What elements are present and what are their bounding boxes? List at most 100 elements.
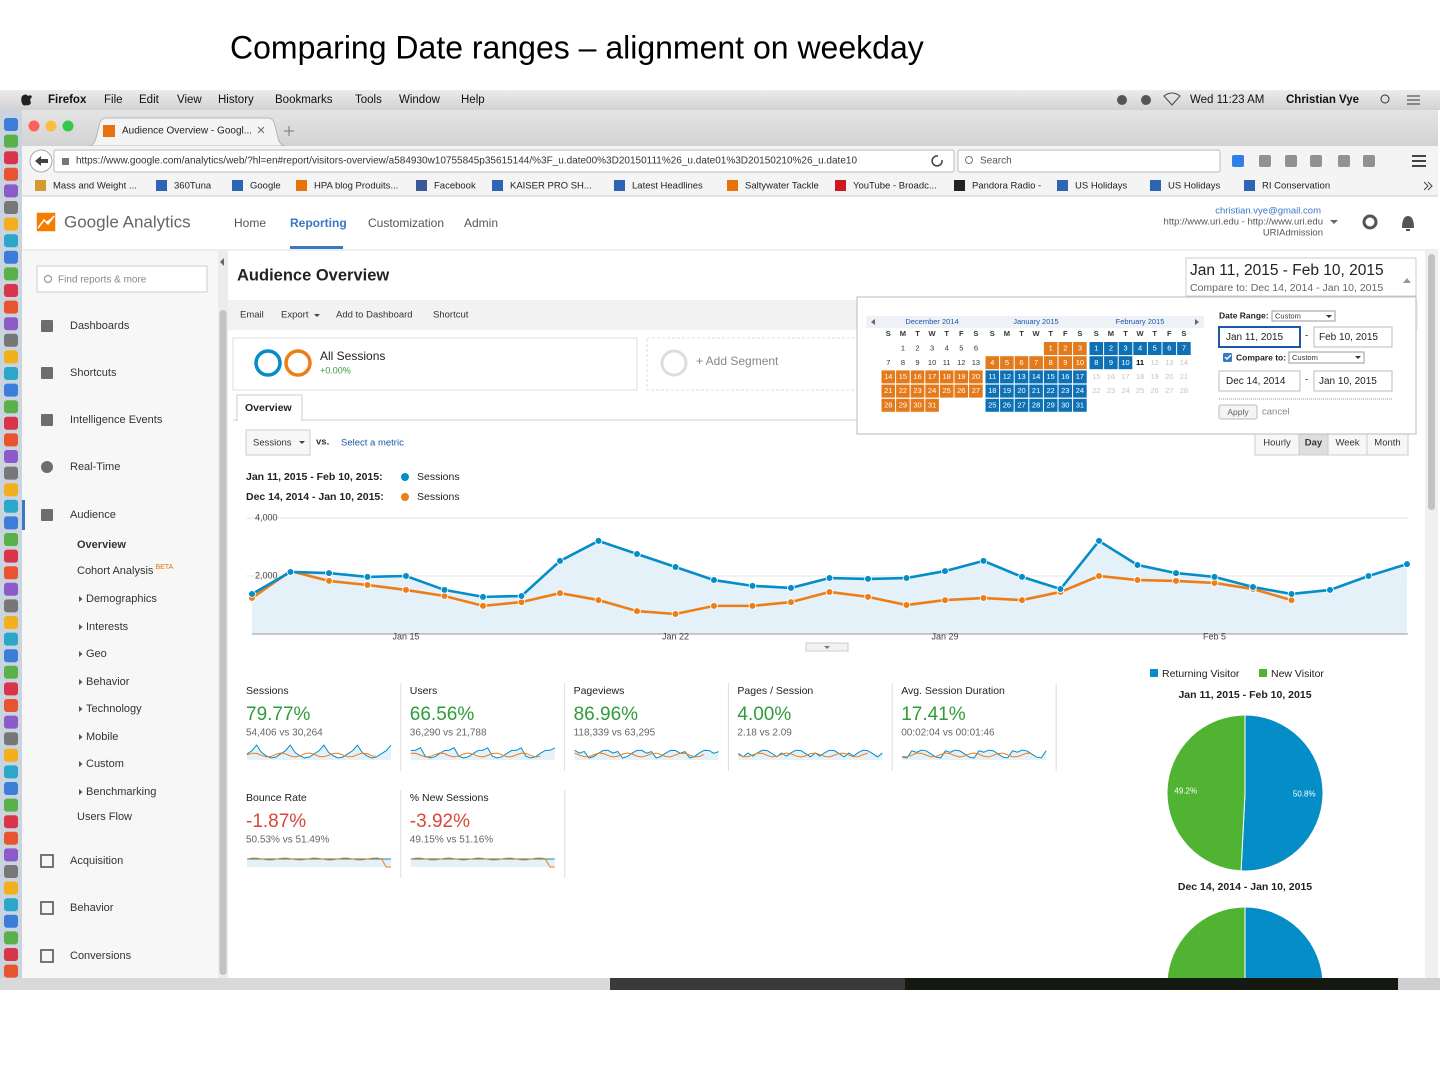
calendar-day[interactable]: 4 xyxy=(945,344,949,353)
dock-icon[interactable] xyxy=(4,549,18,563)
calendar-day-cell[interactable] xyxy=(1177,342,1191,355)
bookmark[interactable]: RI Conservation xyxy=(1262,181,1330,192)
dock-icon[interactable] xyxy=(4,798,18,812)
calendar-day-cell[interactable] xyxy=(939,384,954,398)
sidebar-subitem[interactable]: Users Flow xyxy=(77,811,132,823)
menu-item[interactable]: History xyxy=(218,94,254,106)
menu-item[interactable]: Help xyxy=(461,94,485,106)
dock-icon[interactable] xyxy=(4,682,18,696)
menu-item[interactable]: File xyxy=(104,94,123,106)
calendar-day-cell[interactable] xyxy=(1058,384,1073,398)
compare-start-input[interactable] xyxy=(1218,370,1301,392)
sidebar-subitem[interactable]: Behavior xyxy=(86,676,130,688)
data-point[interactable] xyxy=(787,584,795,592)
calendar-day-cell[interactable] xyxy=(925,398,939,412)
calendar-day[interactable]: 30 xyxy=(913,400,921,409)
bookmark[interactable]: Pandora Radio - xyxy=(972,181,1041,192)
select-metric[interactable]: Select a metric xyxy=(341,438,404,449)
calendar-day-cell[interactable] xyxy=(1073,342,1087,355)
compare-mode[interactable]: Custom xyxy=(1292,353,1318,362)
calendar-day[interactable]: 24 xyxy=(1076,386,1084,395)
toolbar-icon[interactable] xyxy=(1285,155,1297,167)
data-point[interactable] xyxy=(517,592,526,600)
dock-icon[interactable] xyxy=(4,665,18,679)
calendar-day[interactable]: 31 xyxy=(928,400,936,409)
data-point[interactable] xyxy=(1095,537,1103,545)
search-box[interactable] xyxy=(957,149,1221,173)
search-placeholder[interactable]: Search xyxy=(980,156,1012,167)
calendar-day[interactable]: 25 xyxy=(943,386,951,395)
bookmark[interactable]: KAISER PRO SH... xyxy=(510,181,592,192)
compare-start-date[interactable]: Dec 14, 2014 xyxy=(1226,376,1286,387)
calendar-day[interactable]: 15 xyxy=(1092,372,1100,381)
calendar-day[interactable]: 22 xyxy=(1092,386,1100,395)
dock-icon[interactable] xyxy=(4,383,18,397)
dock-icon[interactable] xyxy=(4,284,18,297)
calendar-day[interactable]: 28 xyxy=(1180,386,1188,395)
calendar-day[interactable]: 5 xyxy=(959,344,963,353)
calendar-day-cell[interactable] xyxy=(1162,342,1177,355)
account-email[interactable]: christian.vye@gmail.com xyxy=(1215,206,1321,217)
data-point[interactable] xyxy=(1018,596,1026,604)
data-point[interactable] xyxy=(825,588,834,596)
data-point[interactable] xyxy=(402,586,410,594)
calendar-day[interactable]: 12 xyxy=(957,358,965,367)
calendar-day[interactable]: 14 xyxy=(1180,358,1188,367)
data-point[interactable] xyxy=(1172,577,1180,585)
calendar-day[interactable]: 17 xyxy=(1076,372,1084,381)
sidebar-item[interactable]: Behavior xyxy=(70,902,114,914)
sidebar-subitem[interactable]: Overview xyxy=(77,539,126,551)
url[interactable]: https://www.google.com/analytics/web/?hl… xyxy=(76,156,857,167)
calendar-day-cell[interactable] xyxy=(910,370,925,384)
calendar-day[interactable]: 24 xyxy=(928,386,936,395)
calendar-day-cell[interactable] xyxy=(1014,356,1029,370)
window-button[interactable] xyxy=(62,120,74,132)
calendar-day[interactable]: 20 xyxy=(972,372,980,381)
calendar-day[interactable]: 30 xyxy=(1061,400,1069,409)
calendar-day[interactable]: 6 xyxy=(974,344,978,353)
dock-icon[interactable] xyxy=(4,865,18,878)
dock-icon[interactable] xyxy=(4,848,18,862)
range-mode[interactable]: Custom xyxy=(1275,311,1301,320)
dock-icon[interactable] xyxy=(4,533,18,546)
calendar-day[interactable]: 13 xyxy=(1165,358,1173,367)
calendar-day-cell[interactable] xyxy=(1043,370,1058,384)
calendar-day[interactable]: 12 xyxy=(1151,358,1159,367)
calendar-day[interactable]: 6 xyxy=(1019,358,1023,367)
data-point[interactable] xyxy=(325,577,333,585)
data-point[interactable] xyxy=(594,596,603,604)
dock-icon[interactable] xyxy=(4,450,18,463)
calendar-day-cell[interactable] xyxy=(881,398,896,412)
dock-icon[interactable] xyxy=(4,317,18,331)
calendar-day-cell[interactable] xyxy=(925,370,939,384)
sidebar-subitem[interactable]: Interests xyxy=(86,621,129,633)
calendar-day[interactable]: 27 xyxy=(1165,386,1173,395)
calendar-day[interactable]: 18 xyxy=(988,386,996,395)
sidebar-item[interactable]: Dashboards xyxy=(70,320,130,332)
toolbar-icon[interactable] xyxy=(1310,155,1322,167)
metric-select[interactable] xyxy=(245,429,311,456)
calendar-day[interactable]: 8 xyxy=(1049,358,1053,367)
calendar-day-cell[interactable] xyxy=(1104,356,1118,370)
menu-item[interactable]: Window xyxy=(399,94,441,106)
data-point[interactable] xyxy=(1095,572,1103,580)
compare-checkbox[interactable] xyxy=(1223,353,1232,362)
dock-icon[interactable] xyxy=(4,931,18,945)
calendar-day-cell[interactable] xyxy=(985,370,1000,384)
calendar-day-cell[interactable] xyxy=(1073,356,1087,370)
date-range-box[interactable] xyxy=(1185,257,1417,297)
calendar-day[interactable]: 25 xyxy=(1136,386,1144,395)
calendar-day-cell[interactable] xyxy=(1000,356,1014,370)
calendar-day[interactable]: 16 xyxy=(1061,372,1069,381)
data-point[interactable] xyxy=(941,567,949,575)
ga-nav[interactable]: Customization xyxy=(368,216,444,230)
toolbar-icon[interactable] xyxy=(1232,155,1244,167)
sidebar-subitem[interactable]: Demographics xyxy=(86,593,157,605)
calendar-day[interactable]: 11 xyxy=(943,358,951,367)
dock-icon[interactable] xyxy=(4,184,18,198)
data-point[interactable] xyxy=(748,602,757,610)
calendar-day[interactable]: 21 xyxy=(1180,372,1188,381)
calendar-day[interactable]: 9 xyxy=(1109,358,1113,367)
toolbar-item[interactable]: Shortcut xyxy=(433,310,469,321)
calendar-day-cell[interactable] xyxy=(1014,384,1029,398)
